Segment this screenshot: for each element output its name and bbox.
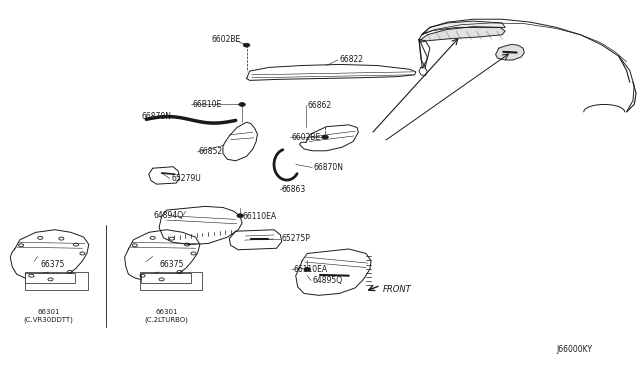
Text: 66863: 66863 bbox=[282, 185, 306, 194]
Text: 66852: 66852 bbox=[198, 147, 223, 156]
Text: 66375: 66375 bbox=[159, 260, 184, 269]
Text: (C.2LTURBO): (C.2LTURBO) bbox=[145, 316, 189, 323]
Polygon shape bbox=[421, 27, 505, 42]
Text: 65279U: 65279U bbox=[172, 174, 202, 183]
Bar bbox=[25, 273, 75, 283]
Polygon shape bbox=[495, 44, 524, 60]
Text: 6602BE: 6602BE bbox=[291, 133, 321, 142]
Text: 66110EA: 66110EA bbox=[242, 212, 276, 221]
Text: 66301: 66301 bbox=[156, 309, 178, 315]
Text: 66375: 66375 bbox=[36, 273, 61, 282]
Text: 64894Q: 64894Q bbox=[154, 211, 184, 220]
Text: (C.VR30DDTT): (C.VR30DDTT) bbox=[24, 316, 74, 323]
Circle shape bbox=[239, 103, 245, 106]
Text: 66301: 66301 bbox=[37, 309, 60, 315]
Text: 65275P: 65275P bbox=[282, 234, 310, 243]
Bar bbox=[141, 273, 191, 283]
Text: FRONT: FRONT bbox=[383, 285, 412, 294]
Text: 66375: 66375 bbox=[40, 260, 65, 269]
Text: 66110EA: 66110EA bbox=[293, 265, 327, 274]
Text: 66870N: 66870N bbox=[141, 112, 171, 121]
Text: 66B10E: 66B10E bbox=[192, 100, 221, 109]
Text: 66870N: 66870N bbox=[314, 163, 344, 172]
Text: 6602BE: 6602BE bbox=[211, 35, 241, 44]
Text: 66862: 66862 bbox=[307, 101, 332, 110]
Circle shape bbox=[237, 214, 243, 218]
Bar bbox=[140, 272, 202, 290]
Text: 64895Q: 64895Q bbox=[312, 276, 342, 285]
Circle shape bbox=[322, 135, 328, 139]
Text: J66000KY: J66000KY bbox=[556, 345, 592, 354]
Circle shape bbox=[243, 43, 250, 47]
Bar bbox=[25, 272, 88, 290]
Text: 66822: 66822 bbox=[339, 55, 363, 64]
Polygon shape bbox=[422, 21, 505, 35]
Text: 66375: 66375 bbox=[154, 273, 179, 282]
Circle shape bbox=[304, 267, 310, 271]
